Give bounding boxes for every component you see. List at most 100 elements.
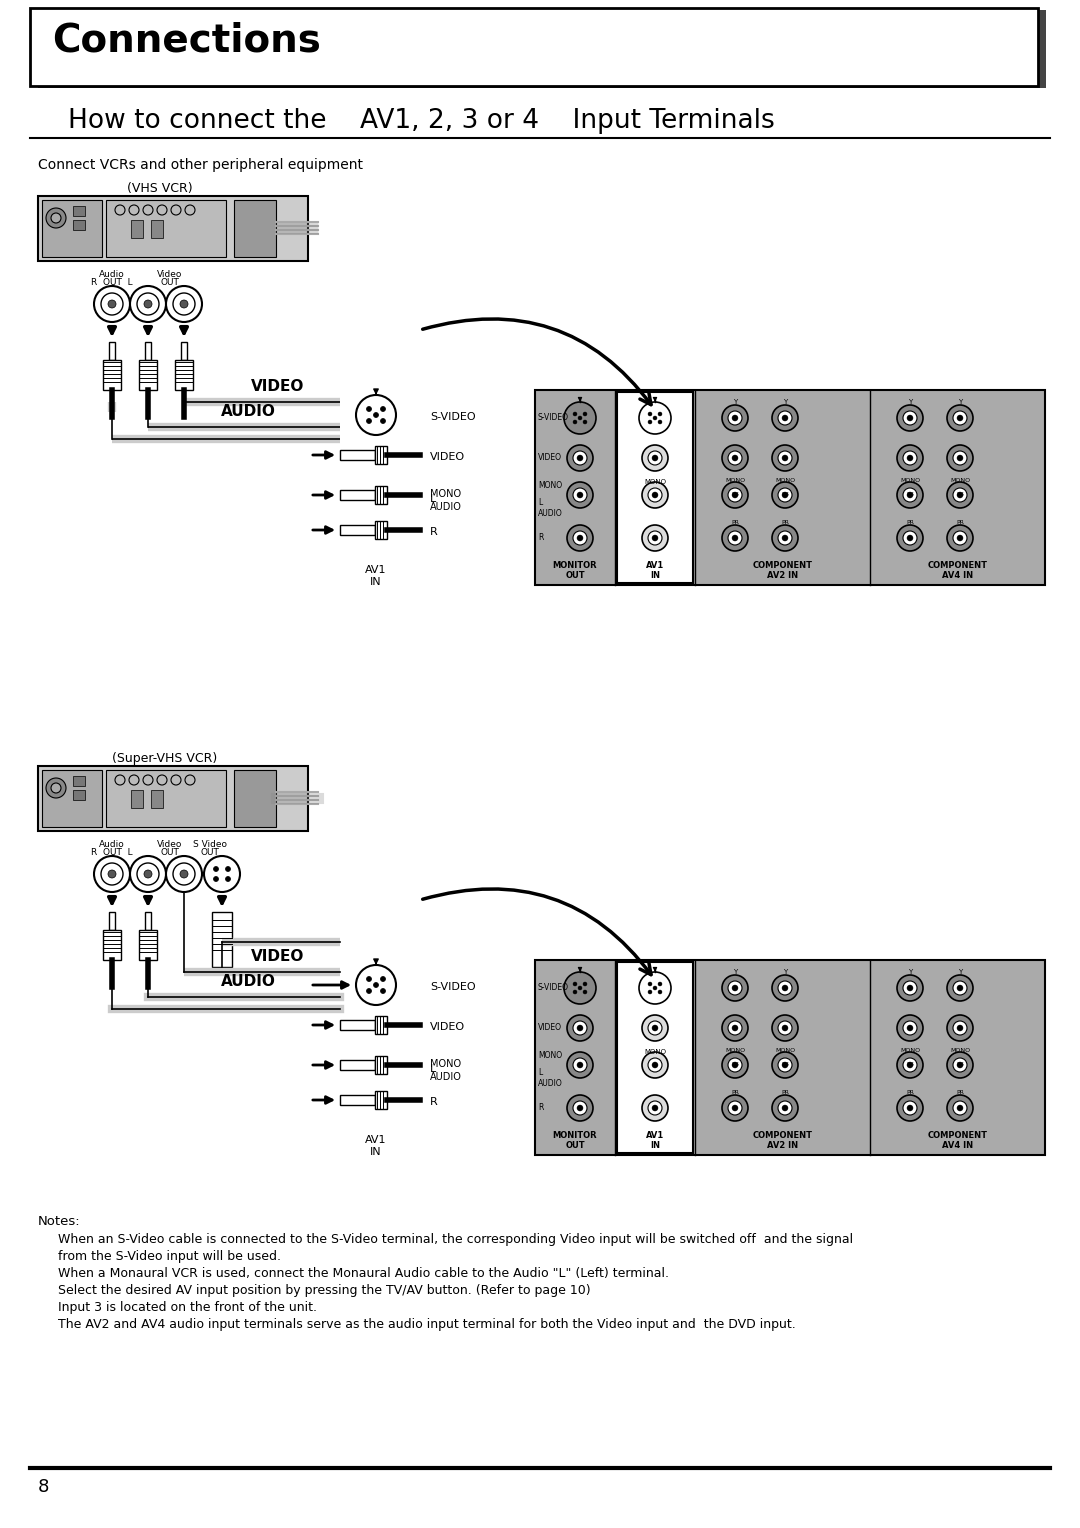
Bar <box>340 451 375 460</box>
Circle shape <box>728 411 742 425</box>
Text: MONO: MONO <box>725 1048 745 1053</box>
Circle shape <box>648 420 652 423</box>
Bar <box>151 790 163 808</box>
Bar <box>234 770 276 827</box>
Text: L: L <box>430 494 436 504</box>
Text: S Video: S Video <box>193 840 227 850</box>
Bar <box>212 912 232 967</box>
Bar <box>73 790 85 801</box>
Circle shape <box>226 866 230 871</box>
Circle shape <box>639 402 671 434</box>
Circle shape <box>573 532 588 545</box>
Circle shape <box>907 1062 913 1068</box>
Text: The AV2 and AV4 audio input terminals serve as the audio input terminal for both: The AV2 and AV4 audio input terminals se… <box>58 1319 796 1331</box>
Circle shape <box>648 983 652 986</box>
Text: Y: Y <box>733 969 738 975</box>
Text: Y: Y <box>733 399 738 405</box>
Circle shape <box>947 1051 973 1077</box>
Circle shape <box>137 863 159 885</box>
Circle shape <box>658 983 662 986</box>
Circle shape <box>180 869 188 879</box>
Circle shape <box>577 535 583 541</box>
Text: COMPONENT
AV2 IN: COMPONENT AV2 IN <box>753 561 812 581</box>
Text: MONITOR
OUT: MONITOR OUT <box>553 561 597 581</box>
Text: PR: PR <box>906 1091 914 1096</box>
Bar <box>131 790 143 808</box>
Circle shape <box>658 990 662 995</box>
Circle shape <box>947 481 973 507</box>
Circle shape <box>903 451 917 465</box>
Circle shape <box>957 1105 963 1111</box>
Circle shape <box>130 856 166 892</box>
Circle shape <box>573 487 588 503</box>
Bar <box>181 342 187 361</box>
Text: S-VIDEO: S-VIDEO <box>430 413 475 422</box>
Text: S-VIDEO: S-VIDEO <box>538 984 569 993</box>
Circle shape <box>46 208 66 228</box>
Circle shape <box>903 1102 917 1115</box>
Circle shape <box>772 526 798 552</box>
Circle shape <box>226 877 230 882</box>
Circle shape <box>947 1096 973 1122</box>
Circle shape <box>782 986 788 992</box>
Text: MONO: MONO <box>900 1048 920 1053</box>
Circle shape <box>102 293 123 315</box>
Circle shape <box>723 405 748 431</box>
Text: S-VIDEO: S-VIDEO <box>538 414 569 423</box>
Text: PR: PR <box>956 521 964 526</box>
Bar <box>131 220 143 238</box>
Text: OUT: OUT <box>161 278 179 287</box>
Circle shape <box>652 1025 658 1031</box>
Text: L: L <box>430 1063 436 1074</box>
Text: MONITOR
OUT: MONITOR OUT <box>553 1131 597 1151</box>
Text: PR: PR <box>781 521 788 526</box>
Text: VIDEO: VIDEO <box>538 454 562 463</box>
Circle shape <box>728 451 742 465</box>
Circle shape <box>102 863 123 885</box>
Circle shape <box>772 481 798 507</box>
Text: PB: PB <box>781 1062 788 1068</box>
Circle shape <box>732 986 738 992</box>
Text: MONO: MONO <box>775 1048 795 1053</box>
Circle shape <box>648 1102 662 1115</box>
Circle shape <box>782 455 788 461</box>
Bar <box>109 912 114 931</box>
Circle shape <box>204 856 240 892</box>
Circle shape <box>778 1102 792 1115</box>
Circle shape <box>732 492 738 498</box>
Bar <box>340 1096 375 1105</box>
Circle shape <box>772 1096 798 1122</box>
Circle shape <box>947 526 973 552</box>
Text: Connect VCRs and other peripheral equipment: Connect VCRs and other peripheral equipm… <box>38 157 363 173</box>
Bar <box>106 770 226 827</box>
Circle shape <box>567 481 593 507</box>
Bar <box>42 770 102 827</box>
Circle shape <box>214 866 218 871</box>
Text: OUT: OUT <box>161 848 179 857</box>
Text: AUDIO: AUDIO <box>430 1073 462 1082</box>
Text: MONO: MONO <box>430 1059 461 1070</box>
Bar <box>375 1056 387 1074</box>
Text: AV1
IN: AV1 IN <box>646 561 664 581</box>
Circle shape <box>907 416 913 422</box>
Text: COMPONENT
AV4 IN: COMPONENT AV4 IN <box>928 1131 987 1151</box>
Circle shape <box>108 869 116 879</box>
Circle shape <box>778 411 792 425</box>
Circle shape <box>782 1062 788 1068</box>
Circle shape <box>642 1015 669 1041</box>
Bar <box>234 200 276 257</box>
Text: PR: PR <box>781 1091 788 1096</box>
Circle shape <box>782 535 788 541</box>
Text: R: R <box>430 1097 437 1106</box>
Bar <box>109 342 114 361</box>
Circle shape <box>953 1102 967 1115</box>
Text: Input 3 is located on the front of the unit.: Input 3 is located on the front of the u… <box>58 1300 318 1314</box>
Bar <box>73 776 85 785</box>
Circle shape <box>356 966 396 1005</box>
Text: PR: PR <box>731 521 739 526</box>
Text: R  OUT  L: R OUT L <box>91 848 133 857</box>
Circle shape <box>732 1105 738 1111</box>
Circle shape <box>907 492 913 498</box>
Text: PB: PB <box>906 492 914 498</box>
Circle shape <box>732 1025 738 1031</box>
